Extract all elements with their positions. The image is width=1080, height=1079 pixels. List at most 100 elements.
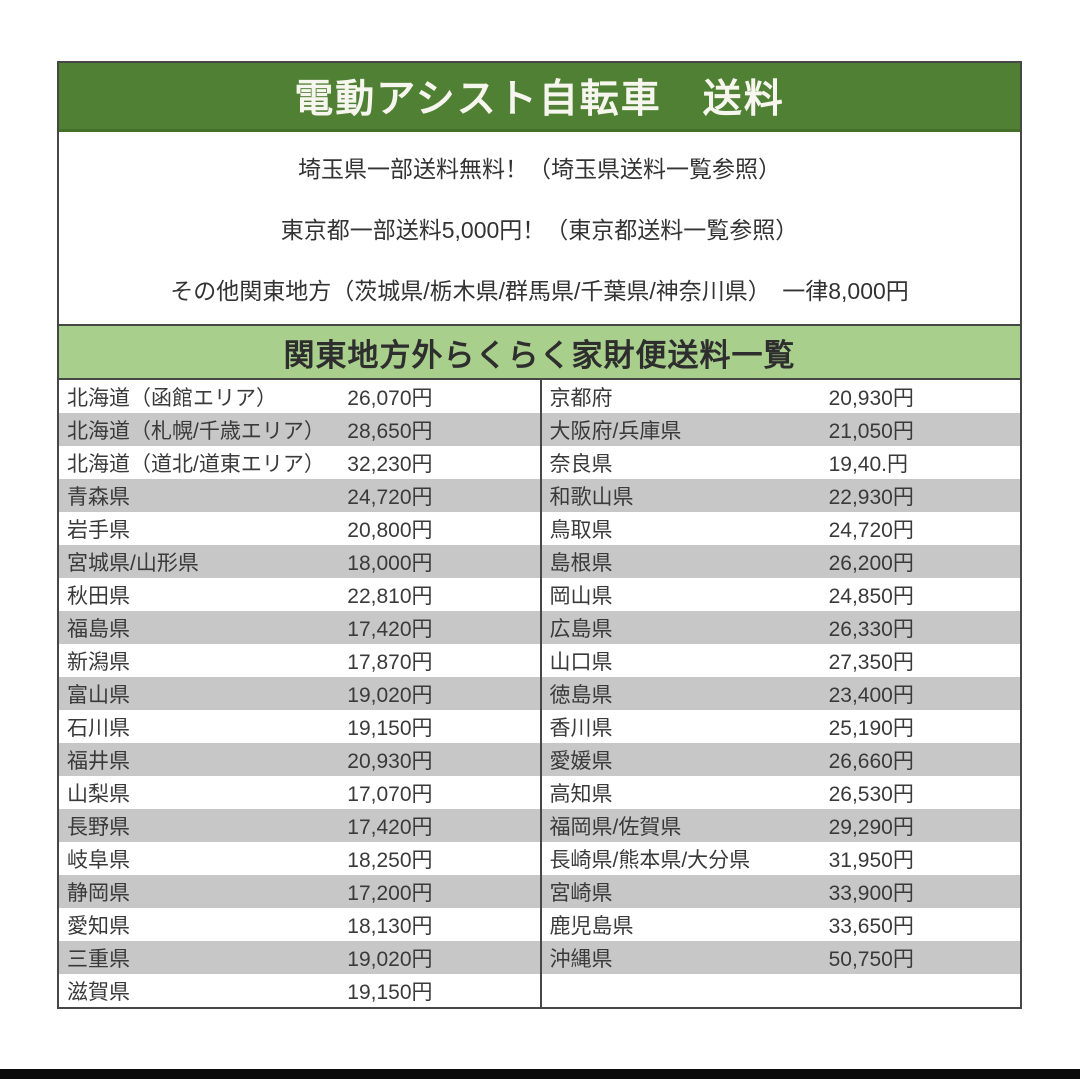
prefecture-name: 島根県: [549, 551, 613, 575]
table-row: 鹿児島県 33,650円: [541, 908, 1020, 941]
price-value: 18,250円: [347, 848, 433, 872]
price-value: 29,290円: [828, 815, 914, 839]
prefecture-name: 山梨県: [67, 782, 130, 806]
prefecture-name: 福井県: [67, 749, 130, 773]
prefecture-name: 沖縄県: [549, 947, 613, 971]
table-row: 愛媛県 26,660円: [541, 743, 1020, 776]
price-value: 22,930円: [828, 485, 914, 509]
prefecture-name: 秋田県: [67, 584, 130, 608]
main-header: 電動アシスト自転車 送料: [59, 63, 1020, 132]
table-row: 秋田県 22,810円: [59, 578, 540, 611]
table-row: 高知県 26,530円: [541, 776, 1020, 809]
price-value: 23,400円: [828, 683, 914, 707]
table-row: 福井県 20,930円: [59, 743, 540, 776]
page-title: 電動アシスト自転車 送料: [294, 78, 785, 121]
price-value: 19,020円: [347, 947, 433, 971]
prefecture-name: 岡山県: [549, 584, 613, 608]
price-value: 17,870円: [347, 650, 433, 674]
price-value: 17,420円: [347, 815, 433, 839]
prefecture-name: 京都府: [549, 386, 613, 410]
shipping-fee-table: 北海道（函館エリア） 26,070円 北海道（札幌/千歳エリア） 28,650円 北海道…: [59, 380, 1020, 1007]
table-row: 京都府 20,930円: [541, 380, 1020, 413]
table-title: 関東地方外らくらく家財便送料一覧: [283, 337, 796, 373]
table-row: 滋賀県 19,150円: [59, 974, 540, 1007]
price-value: 17,420円: [347, 617, 433, 641]
table-row: 宮城県/山形県 18,000円: [59, 545, 540, 578]
prefecture-name: 滋賀県: [67, 980, 130, 1004]
table-row: 鳥取県 24,720円: [541, 512, 1020, 545]
table-row: [541, 974, 1020, 1007]
table-row: 島根県 26,200円: [541, 545, 1020, 578]
prefecture-name: 長野県: [67, 815, 130, 839]
price-value: 24,720円: [347, 485, 433, 509]
table-row: 岩手県 20,800円: [59, 512, 540, 545]
table-row: 奈良県 19,40.円: [541, 446, 1020, 479]
price-value: 50,750円: [828, 947, 914, 971]
table-row: 石川県 19,150円: [59, 710, 540, 743]
prefecture-name: 大阪府/兵庫県: [549, 419, 682, 443]
table-row: 愛知県 18,130円: [59, 908, 540, 941]
table-row: 徳島県 23,400円: [541, 677, 1020, 710]
price-value: 17,200円: [347, 881, 433, 905]
table-row: 三重県 19,020円: [59, 941, 540, 974]
price-value: 32,230円: [347, 452, 433, 476]
notice-saitama: 埼玉県一部送料無料！（埼玉県送料一覧参照）: [298, 155, 781, 182]
table-row: 青森県 24,720円: [59, 479, 540, 512]
prefecture-name: 青森県: [67, 485, 130, 509]
prefecture-name: 福岡県/佐賀県: [549, 815, 682, 839]
price-value: 19,150円: [347, 980, 433, 1004]
prefecture-name: 和歌山県: [549, 485, 634, 509]
prefecture-name: 岐阜県: [67, 848, 130, 872]
table-column-right: 京都府 20,930円大阪府/兵庫県 21,050円奈良県 19,40.円和歌山県 22…: [539, 380, 1020, 1007]
price-value: 19,40.円: [828, 452, 908, 476]
table-row: 長崎県/熊本県/大分県 31,950円: [541, 842, 1020, 875]
prefecture-name: 宮崎県: [549, 881, 613, 905]
table-row: 北海道（札幌/千歳エリア） 28,650円: [59, 413, 540, 446]
prefecture-name: 富山県: [67, 683, 130, 707]
price-value: 26,200円: [828, 551, 914, 575]
price-value: 31,950円: [828, 848, 914, 872]
prefecture-name: 鹿児島県: [549, 914, 634, 938]
prefecture-name: 岩手県: [67, 518, 130, 542]
table-row: 長野県 17,420円: [59, 809, 540, 842]
prefecture-name: 福島県: [67, 617, 130, 641]
prefecture-name: 北海道（札幌/千歳エリア）: [67, 419, 325, 443]
table-row: 福岡県/佐賀県 29,290円: [541, 809, 1020, 842]
table-row: 北海道（函館エリア） 26,070円: [59, 380, 540, 413]
prefecture-name: 香川県: [549, 716, 613, 740]
price-value: 24,850円: [828, 584, 914, 608]
prefecture-name: 三重県: [67, 947, 130, 971]
price-value: 22,810円: [347, 584, 433, 608]
price-value: 20,800円: [347, 518, 433, 542]
prefecture-name: 徳島県: [549, 683, 613, 707]
prefecture-name: 石川県: [67, 716, 130, 740]
price-value: 27,350円: [828, 650, 914, 674]
table-row: 山口県 27,350円: [541, 644, 1020, 677]
table-row: 和歌山県 22,930円: [541, 479, 1020, 512]
table-row: 沖縄県 50,750円: [541, 941, 1020, 974]
price-value: 18,000円: [347, 551, 433, 575]
price-value: 26,070円: [347, 386, 433, 410]
notice-tokyo: 東京都一部送料5,000円！（東京都送料一覧参照）: [280, 216, 799, 243]
price-value: 20,930円: [828, 386, 914, 410]
price-value: 33,650円: [828, 914, 914, 938]
price-value: 21,050円: [828, 419, 914, 443]
price-value: 25,190円: [828, 716, 914, 740]
prefecture-name: 静岡県: [67, 881, 130, 905]
prefecture-name: 奈良県: [549, 452, 613, 476]
prefecture-name: 愛知県: [67, 914, 130, 938]
table-row: 岐阜県 18,250円: [59, 842, 540, 875]
prefecture-name: 北海道（道北/道東エリア）: [67, 452, 325, 476]
prefecture-name: 山口県: [549, 650, 613, 674]
bottom-black-bar: [0, 1069, 1080, 1079]
price-value: 20,930円: [347, 749, 433, 773]
table-row: 山梨県 17,070円: [59, 776, 540, 809]
prefecture-name: 高知県: [549, 782, 613, 806]
table-header: 関東地方外らくらく家財便送料一覧: [59, 324, 1020, 380]
shipping-notice-panel: 電動アシスト自転車 送料 埼玉県一部送料無料！（埼玉県送料一覧参照） 東京都一部…: [57, 61, 1022, 1009]
table-row: 北海道（道北/道東エリア） 32,230円: [59, 446, 540, 479]
table-row: 大阪府/兵庫県 21,050円: [541, 413, 1020, 446]
table-row: 香川県 25,190円: [541, 710, 1020, 743]
prefecture-name: 鳥取県: [549, 518, 613, 542]
prefecture-name: 愛媛県: [549, 749, 613, 773]
